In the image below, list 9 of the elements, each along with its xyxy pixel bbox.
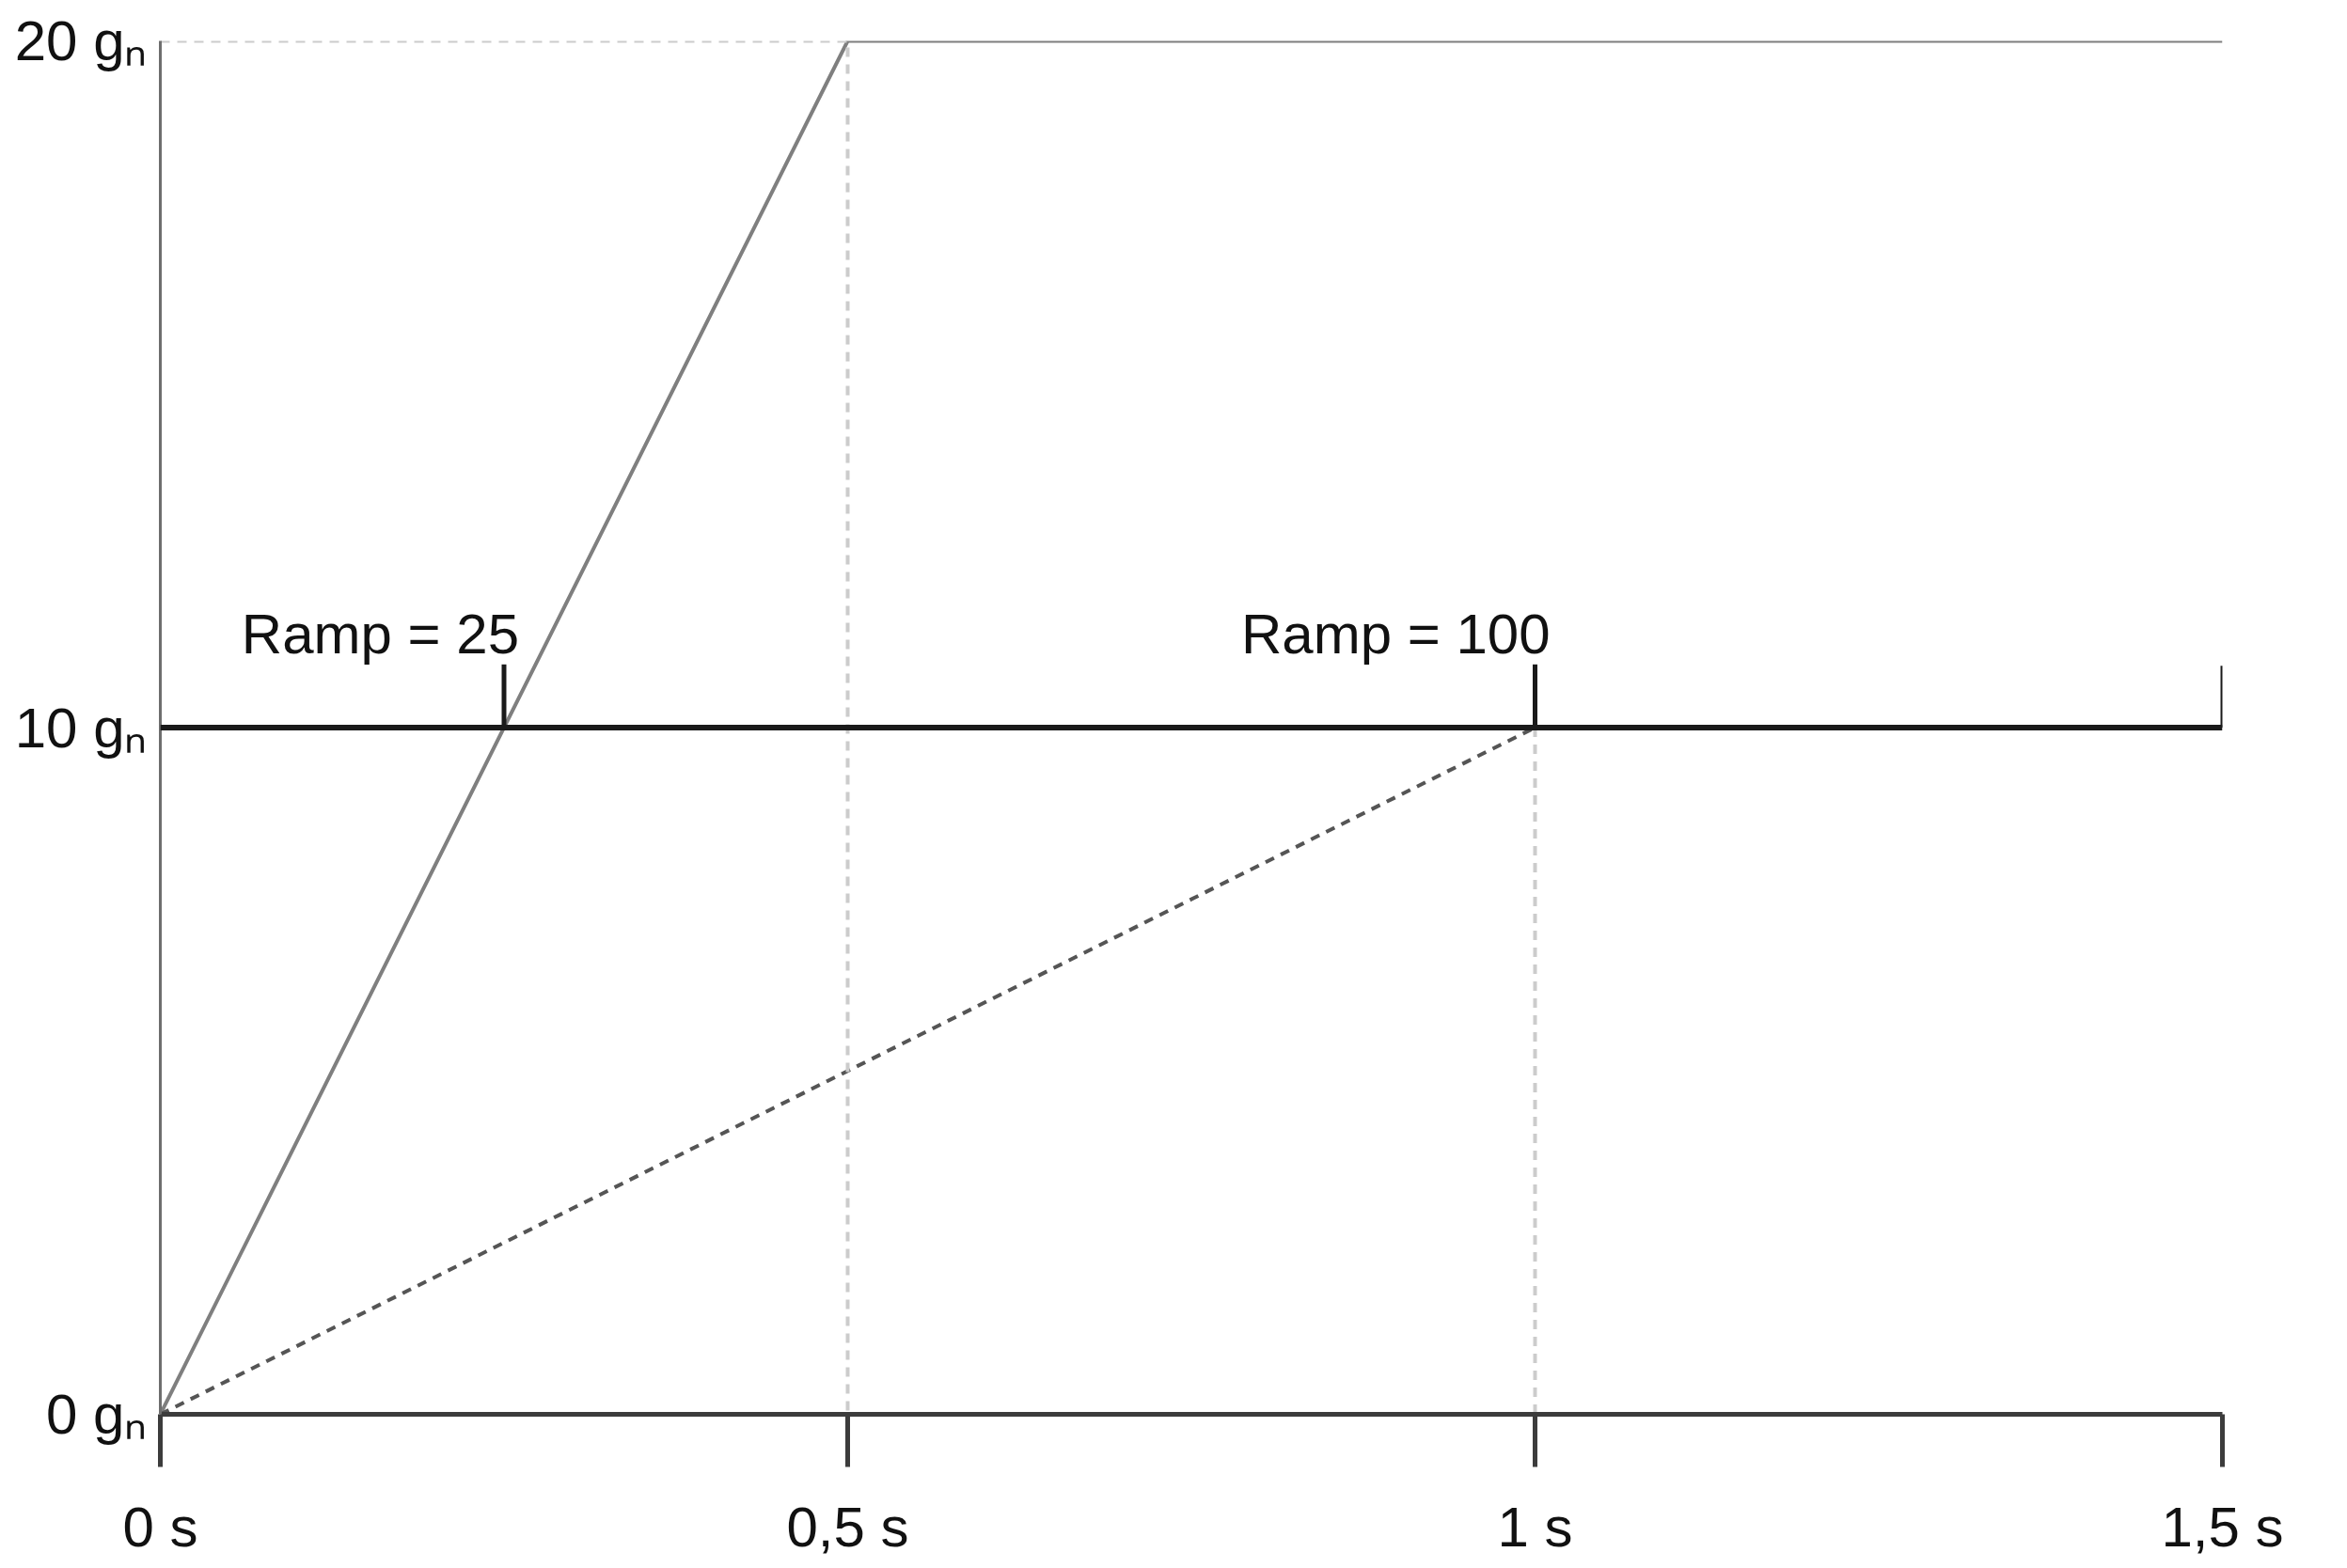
y-tick-label: 10 gₙ xyxy=(14,696,148,760)
y-tick-label: 20 gₙ xyxy=(14,9,148,72)
y-tick-label: 0 gₙ xyxy=(46,1383,148,1446)
x-tick-label: 1 s xyxy=(1497,1495,1573,1559)
x-tick-label: 0 s xyxy=(122,1495,198,1559)
annotation: Ramp = 100 xyxy=(1240,602,1551,666)
x-tick-label: 1,5 s xyxy=(2161,1495,2284,1559)
x-tick-label: 0,5 s xyxy=(786,1495,909,1559)
annotation: Ramp = 25 xyxy=(241,602,520,666)
